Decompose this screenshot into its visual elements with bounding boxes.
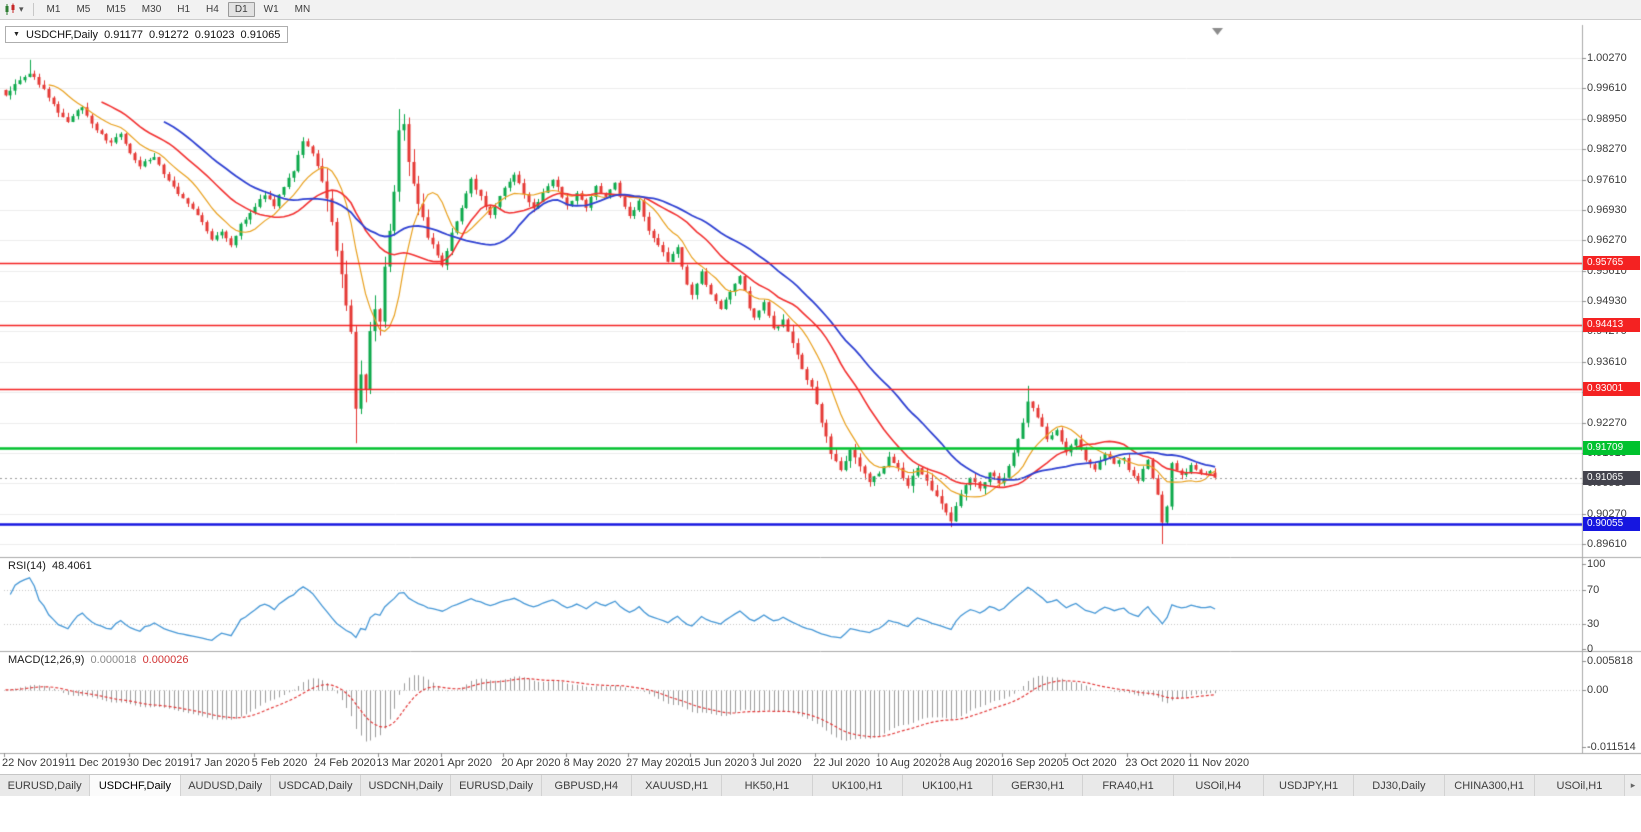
date-label: 22 Nov 2019	[2, 757, 65, 769]
date-label: 8 May 2020	[563, 757, 622, 769]
symbol-tab-ger30-h1[interactable]: GER30,H1	[993, 775, 1084, 796]
date-label: 20 Apr 2020	[501, 757, 561, 769]
price-tick-label: 0.96930	[1587, 203, 1627, 216]
chart-type-icon[interactable]	[4, 3, 18, 16]
toolbar-separator	[32, 3, 34, 16]
date-label: 22 Jul 2020	[813, 757, 871, 769]
macd-signal-value: 0.000026	[142, 654, 189, 666]
macd-name: MACD(12,26,9)	[8, 654, 85, 666]
macd-main-value: 0.000018	[90, 654, 137, 666]
symbol-tab-audusd-daily[interactable]: AUDUSD,Daily	[180, 775, 271, 796]
rsi-name: RSI(14)	[8, 560, 46, 572]
date-label: 16 Sep 2020	[1000, 757, 1063, 769]
symbol-tab-usoil-h4[interactable]: USOil,H4	[1173, 775, 1264, 796]
price-tick-label: 0.96270	[1587, 234, 1627, 247]
macd-scale-label: 0.005818	[1587, 655, 1633, 667]
symbol-tab-china300-h1[interactable]: CHINA300,H1	[1444, 775, 1535, 796]
date-label: 13 Mar 2020	[376, 757, 439, 769]
symbol-tab-gbpusd-h4[interactable]: GBPUSD,H4	[541, 775, 632, 796]
date-label: 27 May 2020	[626, 757, 690, 769]
chart-title-box: ▼ USDCHF,Daily 0.91177 0.91272 0.91023 0…	[5, 26, 289, 43]
timeframe-buttons: M1 M5 M15 M30 H1 H4 D1 W1 MN	[40, 2, 318, 17]
top-toolbar: ▾ M1 M5 M15 M30 H1 H4 D1 W1 MN	[0, 0, 1641, 20]
symbol-tab-usdjpy-h1[interactable]: USDJPY,H1	[1263, 775, 1355, 796]
date-label: 10 Aug 2020	[875, 757, 938, 769]
tab-scroll-right-icon[interactable]: ▸	[1630, 780, 1636, 790]
date-label: 28 Aug 2020	[938, 757, 1000, 769]
timeframe-button-m1[interactable]: M1	[40, 2, 68, 17]
price-tick-label: 0.89610	[1587, 538, 1627, 550]
symbol-tab-usdcad-daily[interactable]: USDCAD,Daily	[270, 775, 362, 796]
date-label: 24 Feb 2020	[314, 757, 376, 769]
timeframe-button-m15[interactable]: M15	[99, 2, 132, 17]
hline-price-label: 0.91709	[1583, 441, 1640, 456]
symbol-tab-hk50-h1[interactable]: HK50,H1	[722, 775, 813, 796]
symbol-tab-uk100-h1[interactable]: UK100,H1	[812, 775, 903, 796]
symbol-tab-usdcnh-daily[interactable]: USDCNH,Daily	[361, 775, 452, 796]
timeframe-button-h1[interactable]: H1	[170, 2, 197, 17]
timeframe-button-m30[interactable]: M30	[135, 2, 168, 17]
date-label: 11 Nov 2020	[1187, 757, 1250, 769]
timeframe-button-mn[interactable]: MN	[288, 2, 318, 17]
macd-scale-label: 0.00	[1587, 683, 1609, 696]
macd-scale-label: -0.011514	[1587, 741, 1636, 753]
hline-price-label: 0.94413	[1583, 318, 1640, 333]
rsi-scale-label: 70	[1587, 583, 1600, 596]
date-label: 5 Oct 2020	[1062, 757, 1117, 769]
rsi-current-value: 48.4061	[52, 560, 92, 572]
date-label: 23 Oct 2020	[1125, 757, 1186, 769]
timeframe-button-d1[interactable]: D1	[227, 2, 255, 17]
price-tick-label: 0.98270	[1587, 143, 1627, 156]
date-label: 5 Feb 2020	[251, 757, 308, 769]
symbol-tab-usdchf-daily[interactable]: USDCHF,Daily	[90, 775, 181, 796]
macd-indicator-label: MACD(12,26,9) 0.000018 0.000026	[8, 654, 188, 666]
rsi-indicator-label: RSI(14) 48.4061	[8, 560, 92, 572]
symbol-tab-dj30-daily[interactable]: DJ30,Daily	[1354, 775, 1445, 796]
hline-price-label: 0.90055	[1583, 516, 1640, 531]
date-label: 30 Dec 2019	[126, 757, 190, 769]
collapse-triangle-icon: ▼	[13, 31, 20, 38]
price-tick-label: 1.00270	[1587, 52, 1627, 64]
symbol-tab-usoil-h1[interactable]: USOil,H1	[1534, 775, 1626, 796]
rsi-scale-label: 0	[1587, 643, 1594, 655]
chart-type-dropdown-caret-icon[interactable]: ▾	[19, 4, 24, 14]
symbol-tab-xauusd-h1[interactable]: XAUUSD,H1	[631, 775, 723, 796]
chart-symbol-label: USDCHF,Daily	[25, 28, 99, 41]
hline-price-label: 0.95765	[1583, 256, 1640, 271]
date-label: 11 Dec 2019	[64, 757, 126, 769]
symbol-tab-fra40-h1[interactable]: FRA40,H1	[1083, 775, 1174, 796]
symbol-tab-uk100-h1[interactable]: UK100,H1	[902, 775, 994, 796]
price-tick-label: 0.94930	[1587, 295, 1627, 307]
chart-open-value: 0.91177	[104, 28, 144, 41]
date-label: 1 Apr 2020	[438, 757, 493, 769]
date-label: 17 Jan 2020	[189, 757, 250, 769]
symbol-tab-eurusd-daily[interactable]: EURUSD,Daily	[451, 775, 542, 796]
chart-high-value: 0.91272	[149, 28, 189, 41]
symbol-tab-eurusd-daily[interactable]: EURUSD,Daily	[0, 775, 91, 796]
rsi-scale-label: 100	[1587, 558, 1606, 570]
price-tick-label: 0.90270	[1587, 507, 1627, 520]
price-tick-label: 0.98950	[1587, 112, 1627, 125]
hline-price-label: 0.93001	[1583, 382, 1640, 397]
price-tick-label: 0.99610	[1587, 82, 1627, 95]
timeframe-button-m5[interactable]: M5	[69, 2, 97, 17]
date-label: 15 Jun 2020	[688, 757, 749, 769]
date-label: 3 Jul 2020	[750, 757, 802, 769]
rsi-scale-label: 30	[1587, 617, 1600, 630]
price-tick-label: 0.97610	[1587, 173, 1627, 186]
chart-tab-bar: EURUSD,Daily USDCHF,Daily AUDUSD,Daily USDC…	[0, 774, 1641, 796]
chart-close-value: 0.91065	[240, 28, 281, 41]
current-price-label: 0.91065	[1583, 470, 1640, 485]
chart-low-value: 0.91023	[194, 28, 235, 41]
timeframe-button-w1[interactable]: W1	[257, 2, 286, 17]
timeframe-button-h4[interactable]: H4	[199, 2, 226, 17]
price-tick-label: 0.92270	[1587, 416, 1627, 429]
price-tick-label: 0.93610	[1587, 355, 1627, 368]
